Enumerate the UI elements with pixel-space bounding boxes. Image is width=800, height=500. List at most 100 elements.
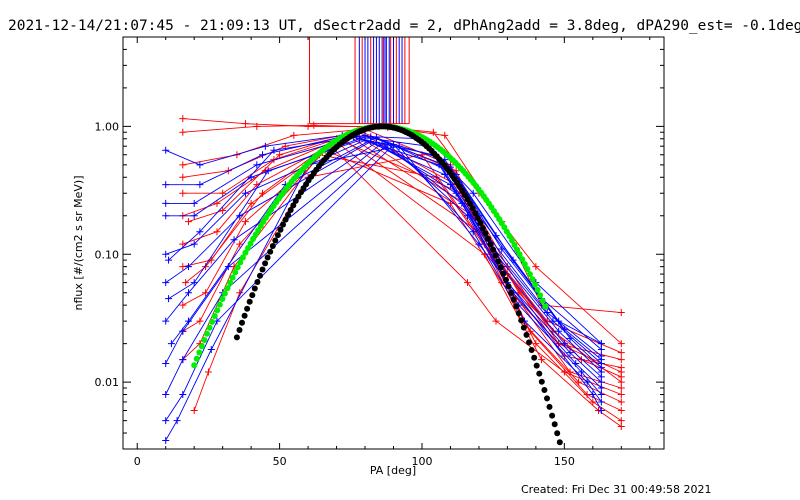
data-point bbox=[617, 340, 625, 348]
data-point bbox=[458, 199, 466, 207]
fit-point bbox=[254, 279, 261, 285]
fit-point bbox=[526, 271, 533, 278]
data-point bbox=[543, 309, 551, 317]
y-tick-label: 1.00 bbox=[95, 120, 120, 133]
fit-point bbox=[474, 215, 481, 221]
data-point bbox=[597, 378, 605, 386]
fit-point bbox=[529, 276, 536, 283]
data-point bbox=[190, 279, 198, 287]
data-point bbox=[179, 189, 187, 197]
vertical-lines-layer bbox=[309, 37, 410, 125]
fit-point bbox=[242, 249, 249, 256]
fit-point bbox=[482, 230, 489, 237]
data-point bbox=[162, 279, 170, 287]
data-point bbox=[204, 368, 212, 376]
data-point bbox=[492, 317, 500, 325]
data-point bbox=[617, 407, 625, 415]
fit-curve-1 bbox=[233, 123, 563, 446]
series-line bbox=[185, 138, 622, 378]
data-point bbox=[617, 417, 625, 425]
data-point bbox=[270, 146, 278, 154]
fit-point bbox=[542, 303, 549, 310]
data-point bbox=[583, 378, 591, 386]
fit-point bbox=[537, 292, 544, 299]
fit-point bbox=[216, 301, 223, 308]
fit-point bbox=[229, 274, 236, 281]
data-point bbox=[597, 340, 605, 348]
fit-point bbox=[523, 331, 530, 338]
data-point bbox=[446, 199, 454, 207]
fit-point bbox=[472, 210, 479, 217]
fit-point bbox=[464, 196, 471, 203]
data-point bbox=[247, 199, 255, 207]
y-tick-label: 0.10 bbox=[95, 248, 120, 261]
data-point bbox=[498, 245, 506, 253]
fit-point bbox=[239, 254, 246, 261]
data-point bbox=[617, 422, 625, 430]
series-17 bbox=[162, 135, 605, 367]
series-line bbox=[165, 142, 602, 389]
fit-point bbox=[500, 270, 507, 277]
fit-point bbox=[206, 324, 213, 331]
fit-point bbox=[193, 355, 200, 362]
fit-point bbox=[282, 216, 289, 223]
fit-point bbox=[250, 235, 257, 242]
fit-point bbox=[526, 339, 532, 346]
fit-point bbox=[495, 258, 502, 265]
fit-point bbox=[255, 227, 262, 234]
data-point bbox=[261, 142, 269, 150]
data-point bbox=[179, 391, 187, 399]
data-point bbox=[162, 317, 170, 325]
fit-point bbox=[536, 370, 543, 377]
fit-point bbox=[221, 290, 228, 297]
data-point bbox=[532, 263, 540, 271]
fit-point bbox=[191, 362, 198, 369]
series-line bbox=[171, 136, 602, 368]
data-point bbox=[162, 212, 170, 220]
data-point bbox=[452, 189, 460, 197]
fit-point bbox=[520, 324, 527, 331]
data-point bbox=[253, 122, 261, 130]
data-point bbox=[597, 407, 605, 415]
fit-point bbox=[487, 241, 494, 248]
data-point bbox=[617, 309, 625, 317]
fit-point bbox=[539, 297, 546, 304]
data-point bbox=[617, 384, 625, 392]
data-point bbox=[162, 181, 170, 189]
series-20 bbox=[162, 138, 605, 386]
data-point bbox=[475, 240, 483, 248]
fit-point bbox=[549, 412, 556, 419]
fit-point bbox=[546, 403, 553, 410]
fit-point bbox=[285, 211, 292, 218]
data-point bbox=[190, 240, 198, 248]
fit-point bbox=[509, 237, 515, 244]
data-point bbox=[469, 189, 477, 197]
fit-point bbox=[214, 307, 221, 314]
data-point bbox=[167, 340, 175, 348]
x-tick-label: 50 bbox=[273, 455, 287, 468]
series-5 bbox=[179, 135, 625, 425]
fit-point bbox=[521, 261, 528, 268]
data-point bbox=[464, 212, 472, 220]
data-point bbox=[219, 206, 227, 214]
data-point bbox=[617, 356, 625, 364]
fit-point bbox=[233, 334, 240, 341]
data-point bbox=[617, 364, 625, 372]
data-point bbox=[196, 181, 204, 189]
fit-point bbox=[272, 237, 279, 244]
data-point bbox=[179, 301, 187, 309]
data-point bbox=[179, 240, 187, 248]
data-point bbox=[173, 417, 181, 425]
series-line bbox=[193, 154, 622, 411]
fit-point bbox=[513, 303, 520, 310]
data-point bbox=[597, 391, 605, 399]
fit-point bbox=[264, 254, 271, 261]
data-point bbox=[190, 212, 198, 220]
fit-point bbox=[531, 354, 538, 361]
data-point bbox=[566, 349, 574, 357]
data-point bbox=[560, 325, 568, 333]
fit-point bbox=[519, 256, 526, 263]
fit-point bbox=[244, 305, 251, 312]
fit-point bbox=[204, 330, 210, 337]
